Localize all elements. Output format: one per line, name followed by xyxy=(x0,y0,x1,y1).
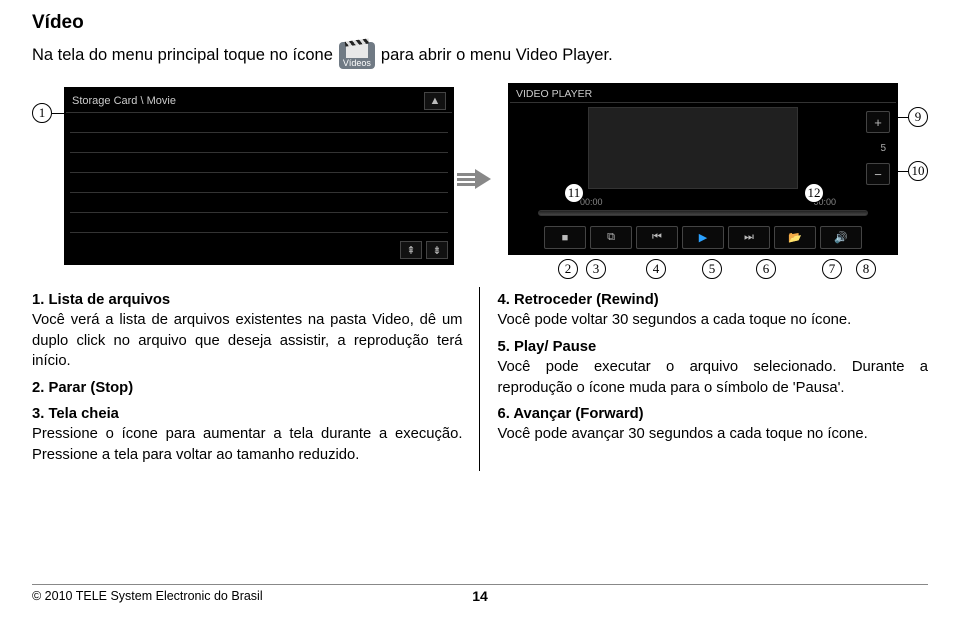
copyright: © 2010 TELE System Electronic do Brasil xyxy=(32,589,263,603)
volume-level: 5 xyxy=(880,143,886,154)
callout-2: 2 xyxy=(558,259,578,279)
callout-11: 11 xyxy=(564,183,584,203)
open-button[interactable]: 📂 xyxy=(774,226,816,249)
volume-button[interactable]: 🔊 xyxy=(820,226,862,249)
intro-before: Na tela do menu principal toque no ícone xyxy=(32,46,333,65)
item-6-head: 6. Avançar (Forward) xyxy=(498,404,929,424)
list-item[interactable] xyxy=(70,193,448,213)
callout-7: 7 xyxy=(822,259,842,279)
callout-3: 3 xyxy=(586,259,606,279)
right-column: 4. Retroceder (Rewind) Você pode voltar … xyxy=(479,287,929,471)
file-browser-screen: Storage Card \ Movie ▲ ⇞ ⇟ xyxy=(64,87,454,265)
list-item[interactable] xyxy=(70,153,448,173)
intro-line: Na tela do menu principal toque no ícone… xyxy=(32,42,928,69)
list-item[interactable] xyxy=(70,173,448,193)
item-2-head: 2. Parar (Stop) xyxy=(32,378,463,398)
page-number: 14 xyxy=(472,588,488,604)
item-3-body: Pressione o ícone para aumentar a tela d… xyxy=(32,424,463,465)
callout-8: 8 xyxy=(856,259,876,279)
callout-12: 12 xyxy=(804,183,824,203)
fullscreen-button[interactable]: ⧉ xyxy=(590,226,632,249)
volume-down-button[interactable]: − xyxy=(866,163,890,185)
intro-after: para abrir o menu Video Player. xyxy=(381,46,613,65)
callout-9: 9 xyxy=(908,107,928,127)
content-columns: 1. Lista de arquivos Você verá a lista d… xyxy=(32,287,928,471)
up-button[interactable]: ▲ xyxy=(424,92,446,110)
callout-5: 5 xyxy=(702,259,722,279)
callout-10: 10 xyxy=(908,161,928,181)
item-4-body: Você pode voltar 30 segundos a cada toqu… xyxy=(498,310,929,330)
page-title: Vídeo xyxy=(32,12,928,34)
footer: © 2010 TELE System Electronic do Brasil … xyxy=(32,584,928,603)
item-1-body: Você verá a lista de arquivos existentes… xyxy=(32,310,463,371)
stop-button[interactable]: ■ xyxy=(544,226,586,249)
item-5-body: Você pode executar o arquivo selecionado… xyxy=(498,357,929,398)
item-1-head: 1. Lista de arquivos xyxy=(32,290,463,310)
page-up-button[interactable]: ⇞ xyxy=(400,241,422,259)
video-preview xyxy=(588,107,798,189)
screens-row: 1 Storage Card \ Movie ▲ ⇞ ⇟ xyxy=(32,79,928,279)
forward-button[interactable]: ⏭ xyxy=(728,226,770,249)
video-player-screen: VIDEO PLAYER + 5 − 00:00 00:00 ■ ⧉ ⏮ ▶ ⏭… xyxy=(508,83,898,255)
time-elapsed: 00:00 xyxy=(580,197,603,207)
item-4-head: 4. Retroceder (Rewind) xyxy=(498,290,929,310)
item-5-head: 5. Play/ Pause xyxy=(498,337,929,357)
play-button[interactable]: ▶ xyxy=(682,226,724,249)
callout-1: 1 xyxy=(32,103,52,123)
callout-4: 4 xyxy=(646,259,666,279)
list-item[interactable] xyxy=(70,133,448,153)
breadcrumb: Storage Card \ Movie xyxy=(72,95,176,107)
rewind-button[interactable]: ⏮ xyxy=(636,226,678,249)
left-column: 1. Lista de arquivos Você verá a lista d… xyxy=(32,287,479,471)
list-item[interactable] xyxy=(70,113,448,133)
player-title: VIDEO PLAYER xyxy=(510,85,896,103)
videos-icon: Vídeos xyxy=(339,42,375,69)
item-6-body: Você pode avançar 30 segundos a cada toq… xyxy=(498,424,929,444)
item-3-head: 3. Tela cheia xyxy=(32,404,463,424)
callout-6: 6 xyxy=(756,259,776,279)
list-item[interactable] xyxy=(70,213,448,233)
page-down-button[interactable]: ⇟ xyxy=(426,241,448,259)
volume-up-button[interactable]: + xyxy=(866,111,890,133)
arrow-icon xyxy=(456,167,492,191)
seek-slider[interactable] xyxy=(538,210,868,216)
videos-icon-label: Vídeos xyxy=(343,59,371,68)
